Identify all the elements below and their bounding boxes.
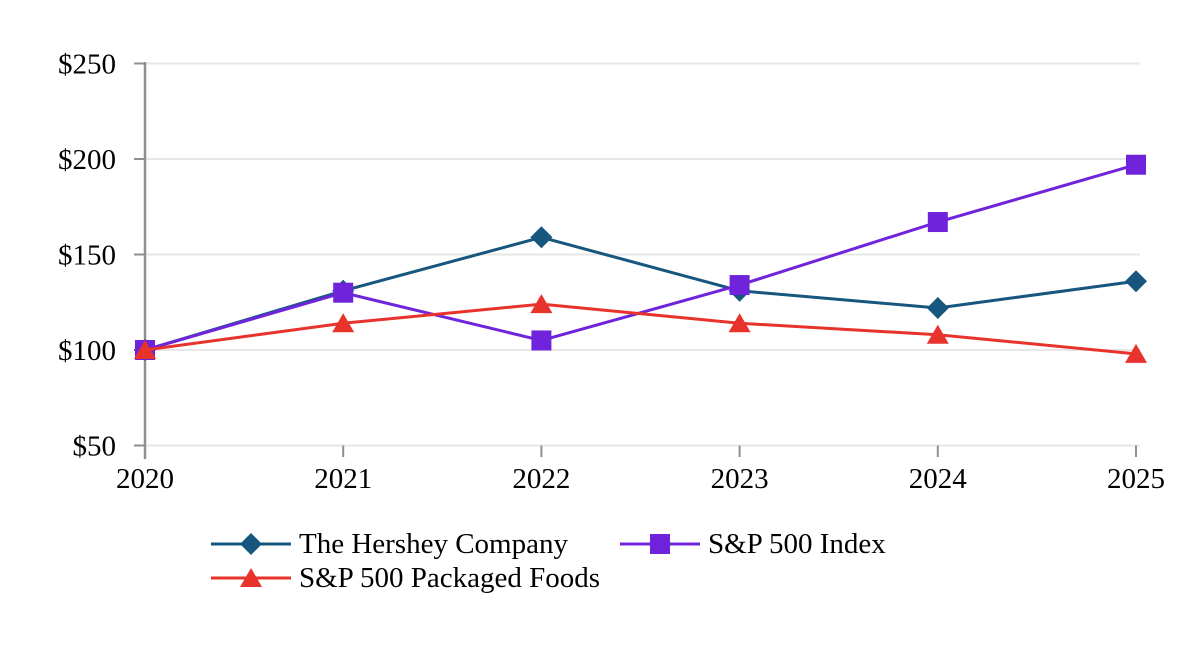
square-marker-icon bbox=[620, 534, 700, 554]
series-s-p-500-index bbox=[135, 154, 1146, 360]
marker-s-p-500-index-2025 bbox=[1126, 154, 1146, 175]
legend-item-sp500-packaged-foods: S&P 500 Packaged Foods bbox=[211, 562, 601, 594]
y-tick-label: $250 bbox=[58, 49, 116, 81]
marker-s-p-500-packaged-foods-2022 bbox=[530, 294, 553, 314]
legend-label-sp500-index: S&P 500 Index bbox=[708, 528, 886, 560]
marker-s-p-500-index-2022 bbox=[531, 330, 552, 351]
marker-s-p-500-packaged-foods-2020 bbox=[134, 340, 156, 359]
marker-s-p-500-index-2024 bbox=[927, 212, 948, 233]
legend-item-sp500-index: S&P 500 Index bbox=[620, 528, 886, 560]
square-marker-glyph bbox=[650, 534, 670, 554]
diamond-marker-glyph bbox=[240, 533, 262, 555]
series-line-the-hershey-company bbox=[144, 235, 1137, 352]
x-tick-label: 2025 bbox=[1107, 463, 1165, 495]
marker-s-p-500-packaged-foods-2025 bbox=[1125, 343, 1147, 363]
marker-the-hershey-company-2024 bbox=[926, 296, 949, 319]
x-tick-label: 2023 bbox=[711, 463, 769, 495]
marker-s-p-500-packaged-foods-2024 bbox=[926, 324, 949, 344]
marker-s-p-500-index-2021 bbox=[333, 282, 354, 303]
marker-the-hershey-company-2022 bbox=[530, 226, 553, 249]
marker-s-p-500-index-2023 bbox=[729, 275, 750, 296]
marker-s-p-500-packaged-foods-2023 bbox=[728, 313, 751, 333]
legend-label-hershey: The Hershey Company bbox=[299, 528, 568, 560]
x-tick-label: 2020 bbox=[116, 463, 174, 495]
diamond-marker-icon bbox=[211, 533, 291, 555]
series-line-s-p-500-index bbox=[144, 163, 1137, 352]
x-tick-label: 2024 bbox=[909, 463, 968, 495]
y-tick-label: $200 bbox=[58, 144, 116, 176]
x-tick-label: 2022 bbox=[512, 463, 570, 495]
y-tick-label: $50 bbox=[73, 431, 117, 463]
marker-s-p-500-packaged-foods-2021 bbox=[332, 313, 355, 333]
series-line-s-p-500-packaged-foods bbox=[144, 302, 1137, 356]
y-tick-label: $150 bbox=[58, 240, 116, 272]
marker-the-hershey-company-2025 bbox=[1125, 270, 1147, 293]
legend-label-sp500-packaged-foods: S&P 500 Packaged Foods bbox=[299, 562, 601, 594]
series-s-p-500-packaged-foods bbox=[134, 294, 1147, 363]
triangle-marker-icon bbox=[211, 568, 291, 587]
triangle-marker-glyph bbox=[240, 568, 262, 587]
y-tick-label: $100 bbox=[58, 335, 116, 367]
chart-plot-area: $50 $100 $150 $200 $250 2020 2021 2022 2023 2024 2… bbox=[58, 49, 1165, 496]
legend-item-hershey: The Hershey Company bbox=[211, 528, 568, 560]
x-tick-label: 2021 bbox=[314, 463, 372, 495]
